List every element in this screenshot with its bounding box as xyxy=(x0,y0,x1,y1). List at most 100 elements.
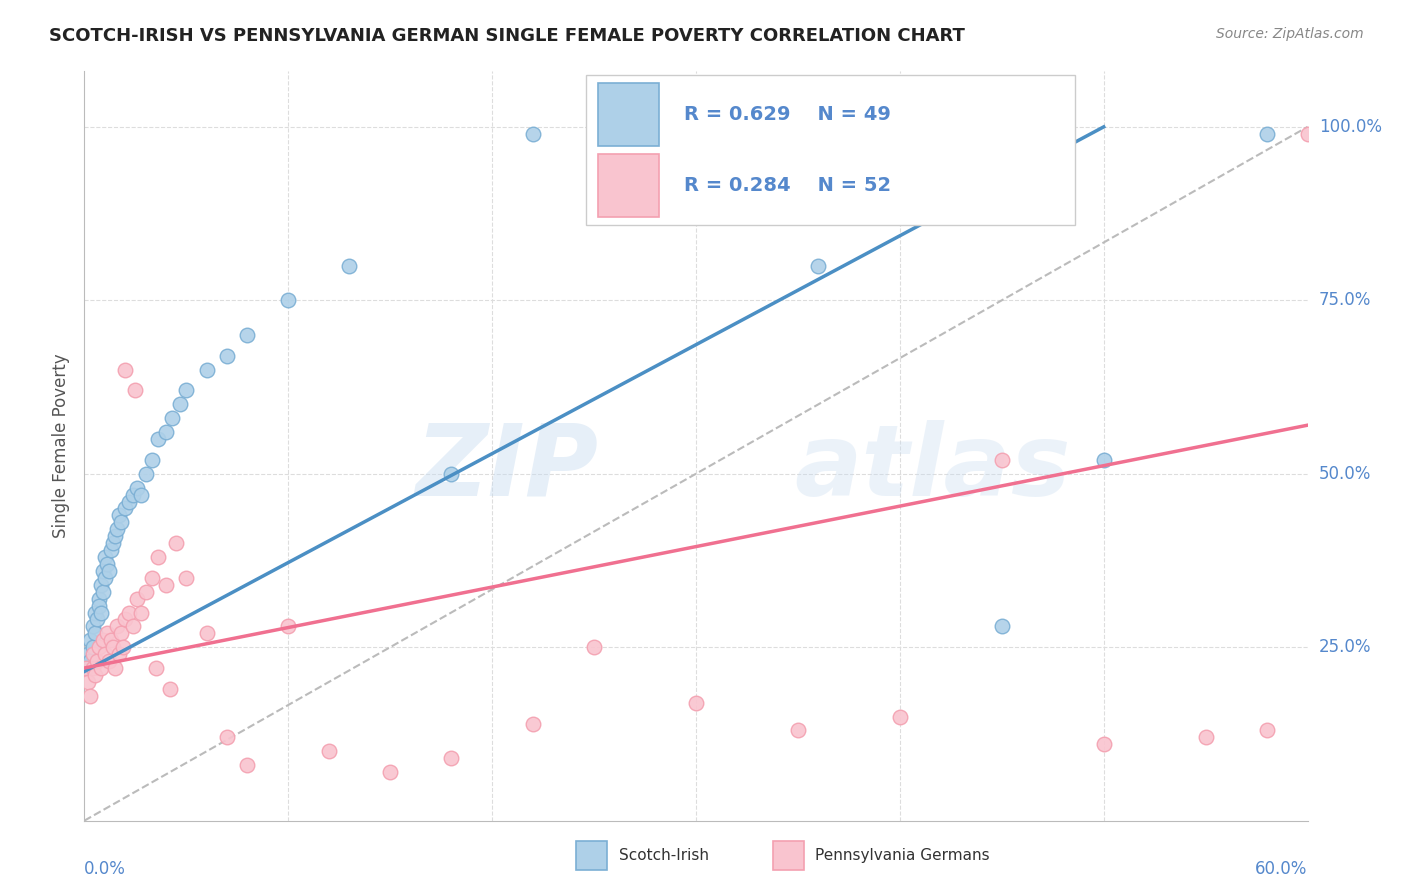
Point xyxy=(79,689,101,703)
Point xyxy=(236,328,259,343)
Point xyxy=(131,606,153,620)
Point xyxy=(135,584,157,599)
Point xyxy=(114,501,136,516)
Point xyxy=(169,397,191,411)
Text: ZIP: ZIP xyxy=(415,420,598,517)
Point xyxy=(807,259,830,273)
Point xyxy=(127,591,149,606)
Point xyxy=(118,606,141,620)
Point xyxy=(82,661,104,675)
Point xyxy=(75,661,97,675)
Point xyxy=(104,661,127,675)
Point xyxy=(79,633,101,648)
Point xyxy=(1195,731,1218,745)
Point xyxy=(991,453,1014,467)
Point xyxy=(277,619,299,633)
Point xyxy=(685,696,707,710)
Point xyxy=(644,127,666,141)
Point xyxy=(77,647,100,661)
Point xyxy=(146,549,169,564)
Point xyxy=(195,362,218,376)
Point xyxy=(87,591,110,606)
Point xyxy=(90,606,112,620)
Point xyxy=(124,384,146,398)
Point xyxy=(118,494,141,508)
Point xyxy=(91,564,114,578)
Point xyxy=(114,612,136,626)
Point xyxy=(122,487,145,501)
Point xyxy=(110,516,132,530)
Point xyxy=(104,529,127,543)
Point xyxy=(97,654,120,668)
Point xyxy=(91,633,114,648)
Point xyxy=(83,626,105,640)
Point xyxy=(122,619,145,633)
Point xyxy=(522,716,544,731)
Point xyxy=(87,599,110,613)
Point xyxy=(174,571,197,585)
Point xyxy=(82,640,104,655)
Point xyxy=(522,127,544,141)
Point xyxy=(583,640,606,655)
Text: Pennsylvania Germans: Pennsylvania Germans xyxy=(815,848,990,863)
Text: Source: ZipAtlas.com: Source: ZipAtlas.com xyxy=(1216,27,1364,41)
Point xyxy=(1256,127,1278,141)
Point xyxy=(217,349,239,363)
Point xyxy=(1092,737,1115,751)
Point xyxy=(90,578,112,592)
Point xyxy=(440,467,463,481)
Point xyxy=(86,612,108,626)
Point xyxy=(165,536,187,550)
FancyBboxPatch shape xyxy=(598,153,659,218)
Point xyxy=(135,467,157,481)
Text: 0.0%: 0.0% xyxy=(84,860,127,878)
Point xyxy=(217,731,239,745)
Point xyxy=(105,522,128,536)
Point xyxy=(108,647,131,661)
Point xyxy=(96,557,118,571)
Point xyxy=(380,765,402,780)
Point xyxy=(77,674,100,689)
Point xyxy=(155,578,177,592)
Point xyxy=(97,564,120,578)
Point xyxy=(79,654,101,668)
Point xyxy=(1296,127,1319,141)
Point xyxy=(87,640,110,655)
Point xyxy=(83,668,105,682)
Point xyxy=(141,571,163,585)
Point xyxy=(787,723,810,738)
Text: R = 0.629    N = 49: R = 0.629 N = 49 xyxy=(683,105,890,124)
Point xyxy=(101,536,124,550)
Point xyxy=(146,432,169,446)
Point xyxy=(100,543,122,558)
Text: 100.0%: 100.0% xyxy=(1319,118,1382,136)
Point xyxy=(1256,723,1278,738)
Point xyxy=(93,571,115,585)
Point xyxy=(112,640,135,655)
Text: Scotch-Irish: Scotch-Irish xyxy=(619,848,709,863)
FancyBboxPatch shape xyxy=(586,75,1076,225)
Point xyxy=(440,751,463,765)
Text: 50.0%: 50.0% xyxy=(1319,465,1371,483)
Point xyxy=(174,384,197,398)
Point xyxy=(82,647,104,661)
Point xyxy=(155,425,177,439)
Point xyxy=(91,584,114,599)
Point xyxy=(105,619,128,633)
Text: SCOTCH-IRISH VS PENNSYLVANIA GERMAN SINGLE FEMALE POVERTY CORRELATION CHART: SCOTCH-IRISH VS PENNSYLVANIA GERMAN SING… xyxy=(49,27,965,45)
Point xyxy=(277,293,299,308)
Y-axis label: Single Female Poverty: Single Female Poverty xyxy=(52,354,70,538)
Point xyxy=(339,259,361,273)
Point xyxy=(141,453,163,467)
Point xyxy=(101,640,124,655)
Text: atlas: atlas xyxy=(794,420,1070,517)
Point xyxy=(90,661,112,675)
Point xyxy=(93,549,115,564)
FancyBboxPatch shape xyxy=(598,83,659,146)
Text: 25.0%: 25.0% xyxy=(1319,638,1371,657)
Point xyxy=(82,619,104,633)
Point xyxy=(127,481,149,495)
Point xyxy=(889,709,911,723)
Point xyxy=(131,487,153,501)
Point xyxy=(195,626,218,640)
